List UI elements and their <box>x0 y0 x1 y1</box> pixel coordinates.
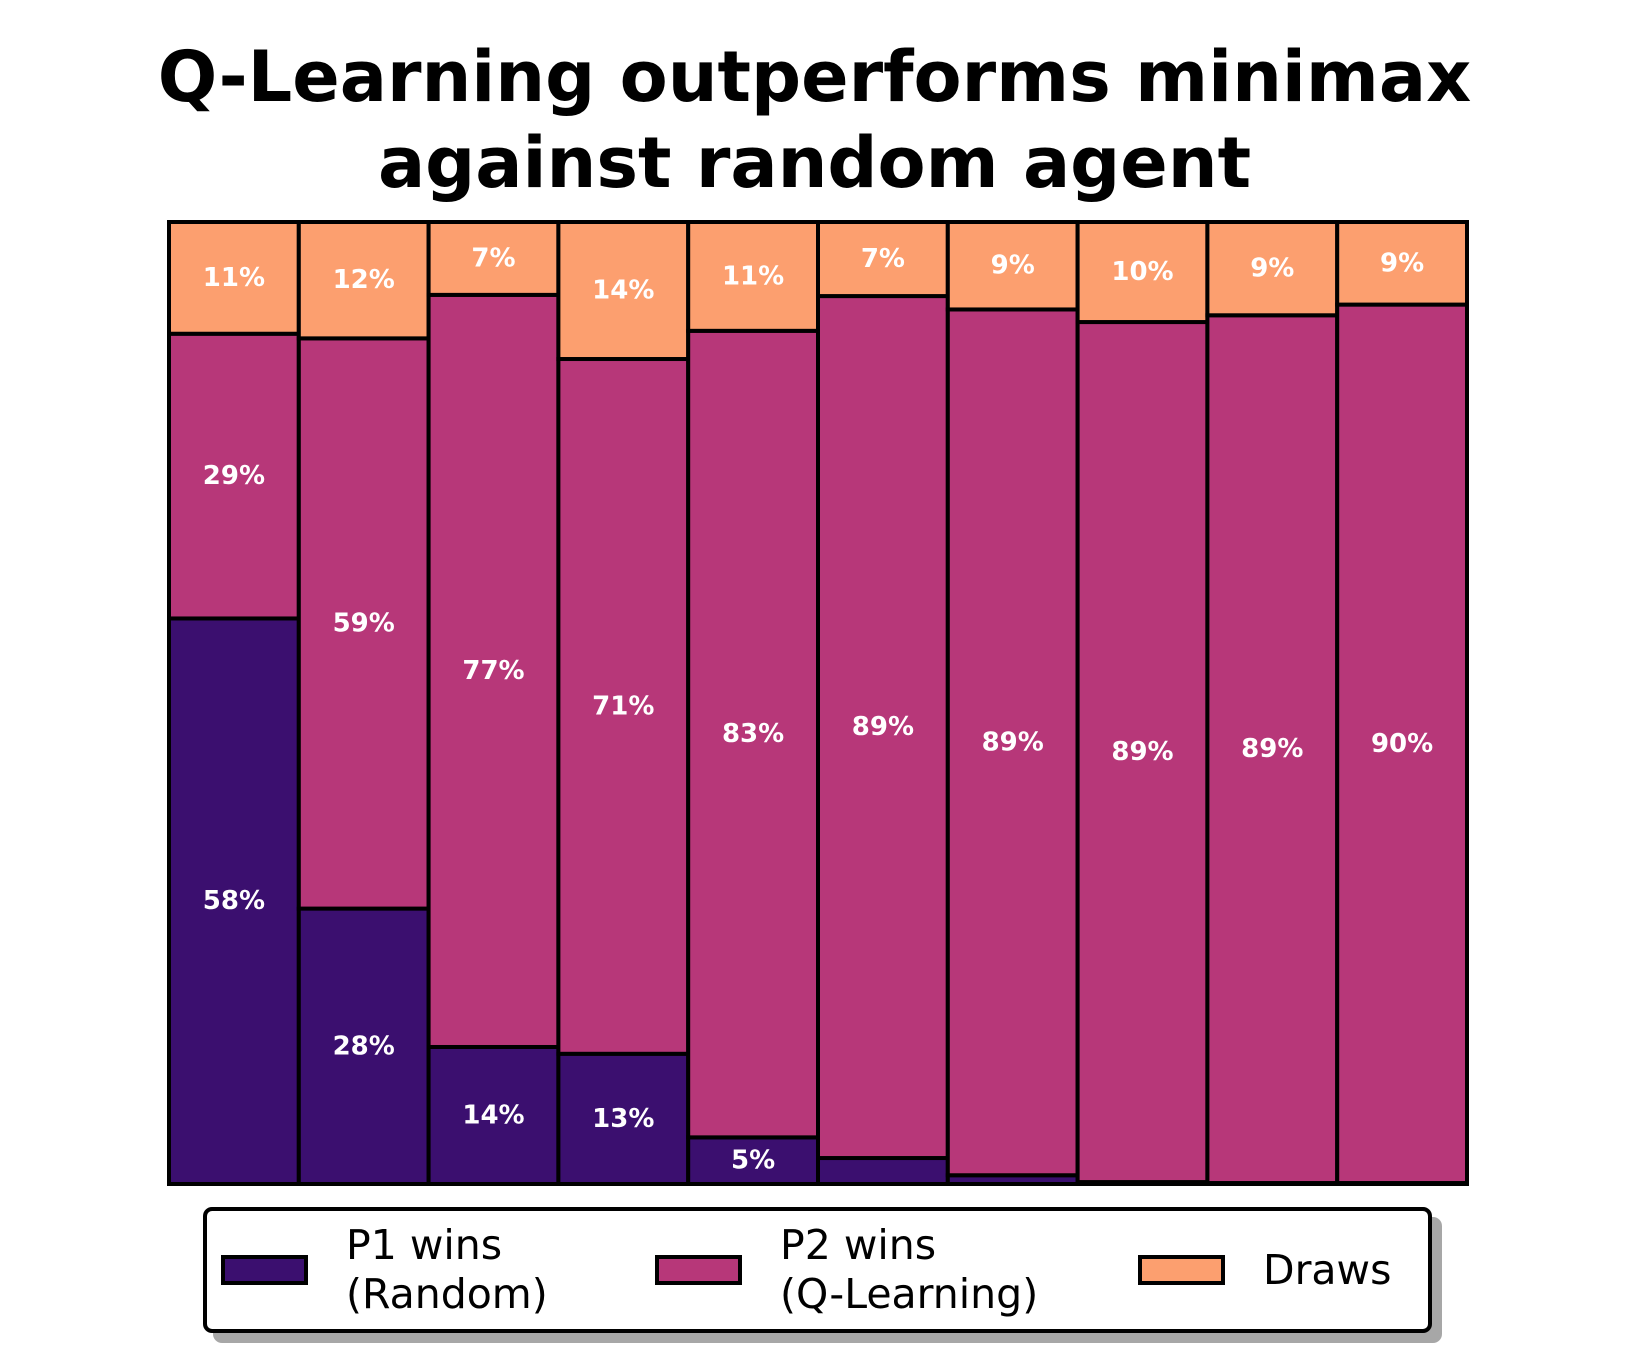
chart-title-line-1: Q-Learning outperforms minimax <box>157 36 1472 118</box>
bar-label-draws-1: 11% <box>203 263 265 293</box>
bar-label-p2-wins-9: 89% <box>1241 734 1303 764</box>
bar-segment-p2-wins-10 <box>1335 302 1469 1186</box>
legend-item-p1-wins: P1 wins (Random) <box>221 1211 548 1329</box>
legend-swatch-draws <box>1138 1255 1225 1285</box>
bar-label-p1-wins-3: 14% <box>462 1100 524 1130</box>
bar-label-draws-9: 9% <box>1250 254 1294 284</box>
bar-label-p2-wins-8: 89% <box>1111 737 1173 767</box>
bar-label-p2-wins-5: 83% <box>722 719 784 749</box>
bar-segment-p2-wins-6 <box>816 294 950 1161</box>
chart-title-line-2: against random agent <box>377 122 1252 204</box>
bar-label-p2-wins-10: 90% <box>1371 729 1433 759</box>
bar-label-p1-wins-1: 58% <box>203 886 265 916</box>
bar-label-draws-8: 10% <box>1111 257 1173 287</box>
legend-item-draws: Draws <box>1138 1211 1391 1329</box>
bar-label-draws-2: 12% <box>333 265 395 295</box>
legend-label-p1-wins-line-1: P1 wins <box>346 1221 503 1269</box>
bar-label-draws-4: 14% <box>592 276 654 306</box>
bar-segment-p2-wins-8 <box>1075 320 1210 1185</box>
bar-segment-p2-wins-7 <box>945 307 1080 1178</box>
bar-label-p1-wins-5: 5% <box>731 1146 775 1176</box>
bar-label-p2-wins-2: 59% <box>333 608 395 638</box>
bar-segment-p2-wins-2 <box>296 336 431 911</box>
legend-label-draws-line-1: Draws <box>1263 1245 1392 1294</box>
bar-label-p2-wins-1: 29% <box>203 461 265 491</box>
legend: P1 wins (Random) P2 wins (Q-Learning) Dr… <box>203 1207 1432 1333</box>
legend-label-p1-wins: P1 wins (Random) <box>346 1221 548 1319</box>
bar-segment-p2-wins-3 <box>426 292 561 1049</box>
bar-segment-p1-wins-3 <box>426 1044 561 1187</box>
bar-label-draws-5: 11% <box>722 261 784 291</box>
legend-label-p1-wins-line-2: (Random) <box>346 1270 548 1318</box>
bar-segment-p1-wins-5 <box>686 1135 821 1186</box>
bar-segment-draws-2 <box>296 220 431 341</box>
bar-segment-p2-wins-9 <box>1205 313 1340 1186</box>
bar-segment-draws-10 <box>1335 220 1469 307</box>
bar-segment-p2-wins-4 <box>556 357 691 1056</box>
legend-label-p2-wins-line-1: P2 wins <box>780 1221 937 1269</box>
bar-label-draws-6: 7% <box>861 244 905 274</box>
legend-swatch-p1-wins <box>221 1255 308 1285</box>
bar-segment-draws-8 <box>1075 220 1210 325</box>
plot-frame <box>167 220 1469 1186</box>
bar-label-p2-wins-3: 77% <box>462 656 524 686</box>
bar-label-draws-10: 9% <box>1380 248 1424 278</box>
legend-item-p2-wins: P2 wins (Q-Learning) <box>655 1211 1038 1329</box>
bar-label-p2-wins-7: 89% <box>982 727 1044 757</box>
legend-label-draws: Draws <box>1263 1246 1391 1295</box>
bar-segment-p1-wins-6 <box>816 1156 950 1186</box>
bar-segment-p2-wins-5 <box>686 328 821 1140</box>
bar-label-draws-3: 7% <box>471 243 515 273</box>
bar-label-p2-wins-6: 89% <box>852 712 914 742</box>
bar-label-p1-wins-4: 13% <box>592 1104 654 1134</box>
bar-segment-p1-wins-4 <box>556 1051 691 1187</box>
legend-label-p2-wins-line-2: (Q-Learning) <box>780 1270 1039 1318</box>
bar-group <box>167 220 1469 1187</box>
bar-label-p2-wins-4: 71% <box>592 691 654 721</box>
bar-label-draws-7: 9% <box>991 251 1035 281</box>
legend-label-p2-wins: P2 wins (Q-Learning) <box>780 1221 1038 1319</box>
bar-label-group: 58% 29% 11% 28% 59% 12% 14% 77% 7% 13% 71% 14% 5% 83%… <box>203 243 1433 1175</box>
chart-title: Q-Learning outperforms minimax against r… <box>0 34 1629 206</box>
legend-swatch-p2-wins <box>655 1255 742 1285</box>
bar-label-p1-wins-2: 28% <box>333 1031 395 1061</box>
